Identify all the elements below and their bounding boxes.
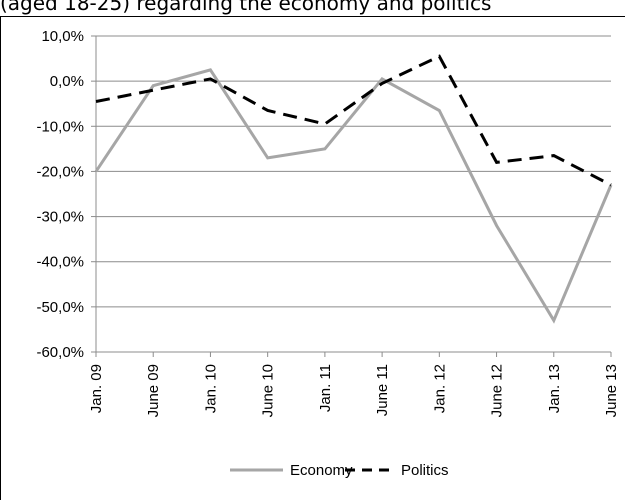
legend-label-economy: Economy <box>290 462 353 479</box>
series-line-economy <box>94 68 613 324</box>
x-tick-label: June 11 <box>374 364 391 416</box>
x-tick-label: Jan. 10 <box>202 364 219 413</box>
x-tick-label: Jan. 11 <box>317 364 334 412</box>
x-tick-label: June 10 <box>260 364 277 417</box>
y-tick-label: 0,0% <box>50 73 84 90</box>
y-tick-label: -60,0% <box>36 344 84 361</box>
y-tick-label: -30,0% <box>36 209 84 226</box>
x-tick-label: June 13 <box>603 364 620 417</box>
y-tick-label: -10,0% <box>36 118 84 135</box>
y-tick-label: -20,0% <box>36 163 84 180</box>
y-tick-label: 10,0% <box>41 28 84 45</box>
x-tick-label: Jan. 12 <box>431 364 448 413</box>
y-tick-label: -40,0% <box>36 254 84 271</box>
x-tick-label: Jan. 09 <box>88 364 105 413</box>
x-tick-label: Jan. 13 <box>546 364 563 413</box>
legend-label-politics: Politics <box>401 462 449 479</box>
series-line-politics <box>95 54 612 187</box>
chart-title: (aged 18-25) regarding the economy and p… <box>0 0 492 15</box>
x-tick-label: June 09 <box>145 364 162 417</box>
x-tick-label: June 12 <box>489 364 506 417</box>
y-tick-label: -50,0% <box>36 299 84 316</box>
chart-frame <box>0 16 625 500</box>
